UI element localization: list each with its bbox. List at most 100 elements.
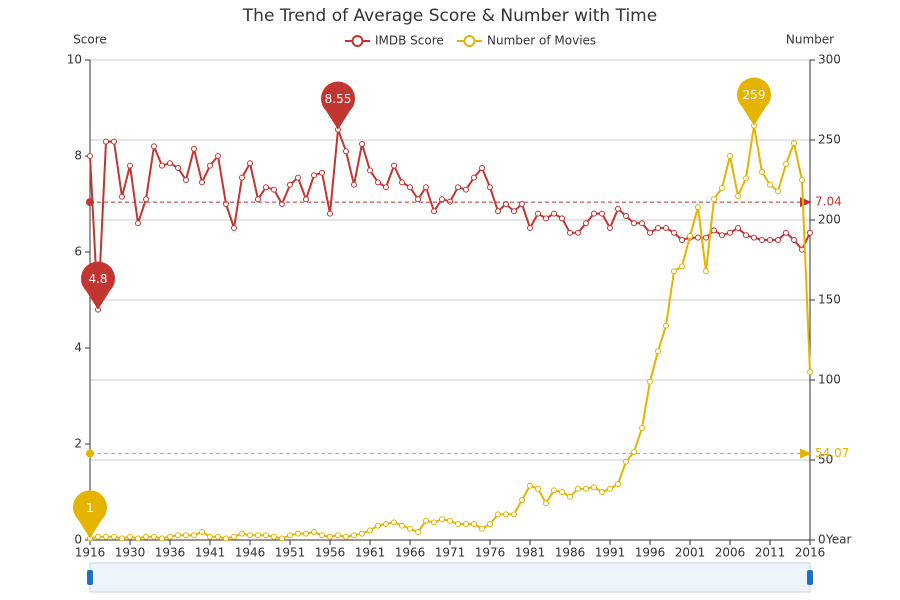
data-point — [791, 237, 797, 243]
data-point — [359, 530, 365, 537]
data-point — [567, 493, 573, 500]
data-point — [783, 229, 789, 236]
x-tick-label: 1941 — [195, 546, 226, 560]
data-point — [167, 533, 173, 540]
data-point — [311, 529, 317, 535]
data-point — [175, 532, 181, 539]
data-point — [671, 268, 677, 275]
y2-tick-label: 100 — [818, 373, 841, 387]
data-point — [215, 533, 221, 540]
data-point — [607, 225, 613, 231]
data-point — [95, 533, 101, 540]
data-point — [159, 162, 165, 169]
x-tick-label: 2006 — [715, 546, 746, 560]
data-point — [223, 535, 229, 542]
data-point — [319, 169, 325, 176]
data-point — [295, 530, 301, 537]
data-point — [495, 511, 501, 518]
y-tick-label: 8 — [74, 149, 82, 163]
data-zoom[interactable] — [87, 562, 813, 593]
data-point — [447, 517, 453, 524]
legend-label: Number of Movies — [487, 34, 596, 48]
data-point — [359, 141, 365, 147]
data-point — [391, 519, 397, 526]
data-point — [791, 140, 797, 147]
data-point — [263, 184, 269, 191]
data-point — [431, 208, 437, 215]
data-point — [439, 196, 445, 203]
data-point — [183, 177, 189, 183]
data-point — [343, 148, 349, 155]
data-point — [327, 533, 333, 540]
x-tick-label: 2011 — [755, 546, 786, 560]
data-point — [151, 143, 157, 150]
y-axis-title: Score — [73, 33, 107, 47]
data-point — [279, 201, 285, 207]
data-point — [367, 167, 373, 174]
x-axis-title: Year — [825, 533, 851, 547]
y2-tick-label: 250 — [818, 133, 841, 147]
data-point — [271, 533, 277, 540]
legend-marker — [463, 35, 476, 47]
x-tick-label: 2016 — [795, 546, 826, 560]
data-point — [711, 227, 717, 234]
data-point — [663, 225, 669, 231]
data-point — [671, 229, 677, 236]
data-point — [807, 229, 813, 236]
y2-tick-label: 50 — [818, 453, 833, 467]
x-tick-label: 1976 — [475, 546, 506, 560]
data-point — [263, 532, 269, 539]
x-tick-label: 1916 — [75, 546, 106, 560]
zoom-handle[interactable] — [807, 570, 813, 585]
data-point — [215, 153, 221, 159]
data-point — [695, 204, 701, 211]
data-point — [423, 517, 429, 524]
data-point — [743, 175, 749, 182]
series-line — [89, 125, 811, 540]
x-tick-label: 1971 — [435, 546, 466, 560]
data-point — [351, 532, 357, 539]
data-point — [207, 162, 213, 169]
average-label: 7.04 — [815, 195, 842, 209]
data-point — [511, 511, 517, 518]
x-tick-label: 1996 — [635, 546, 666, 560]
x-tick-label: 1986 — [555, 546, 586, 560]
data-point — [623, 213, 629, 219]
data-point — [551, 487, 557, 494]
data-point — [351, 181, 357, 188]
mark-pin-label: 4.8 — [88, 272, 107, 286]
data-point — [759, 169, 765, 175]
y2-tick-label: 200 — [818, 213, 841, 227]
data-point — [303, 530, 309, 537]
data-point — [639, 425, 645, 431]
legend-marker — [351, 35, 364, 47]
chart-title: The Trend of Average Score & Number with… — [242, 6, 657, 26]
mark-pin-label: 1 — [86, 501, 94, 515]
data-point — [471, 174, 477, 181]
average-start — [86, 449, 94, 458]
data-point — [127, 533, 133, 540]
data-point — [615, 205, 621, 212]
x-tick-label: 1946 — [235, 546, 266, 560]
zoom-track — [89, 562, 811, 593]
mark-pin — [73, 490, 107, 539]
data-point — [271, 186, 277, 193]
data-point — [775, 237, 781, 243]
zoom-handle[interactable] — [87, 570, 93, 585]
average-start — [86, 198, 94, 207]
data-point — [767, 181, 773, 188]
data-point — [343, 533, 349, 540]
x-tick-label: 2001 — [675, 546, 706, 560]
data-point — [143, 533, 149, 540]
data-point — [759, 237, 765, 243]
data-point — [511, 208, 517, 215]
data-point — [111, 138, 117, 145]
data-point — [527, 482, 533, 489]
data-point — [247, 160, 253, 167]
data-point — [687, 233, 693, 239]
data-point — [599, 489, 605, 495]
data-point — [487, 184, 493, 191]
data-point — [519, 201, 525, 207]
data-point — [783, 161, 789, 167]
data-point — [487, 521, 493, 527]
